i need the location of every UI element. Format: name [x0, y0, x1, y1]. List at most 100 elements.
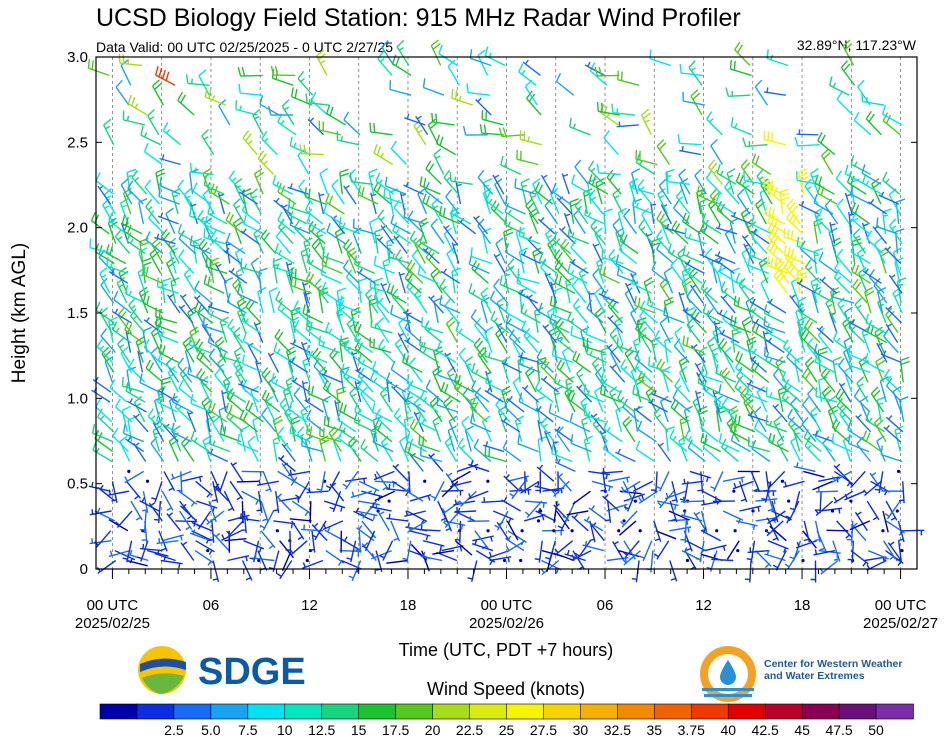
wind-barb — [289, 216, 311, 235]
colorbar-swatch — [838, 703, 877, 720]
wind-barb — [536, 464, 555, 482]
wind-barb — [670, 258, 685, 284]
wind-barb — [102, 198, 115, 225]
wind-barb — [419, 390, 439, 413]
wind-barb — [833, 463, 850, 482]
wind-barb — [207, 302, 230, 314]
wind-barb — [179, 510, 193, 531]
wind-barb — [228, 170, 246, 195]
wind-barb — [723, 346, 736, 373]
wind-barb — [850, 550, 869, 567]
wind-barb — [433, 148, 445, 175]
wind-barb — [665, 426, 675, 452]
wind-barb — [480, 296, 490, 324]
wind-barb — [194, 550, 214, 566]
wind-barb — [504, 243, 525, 265]
wind-barb — [398, 271, 406, 294]
wind-barb — [484, 387, 504, 403]
wind-barb — [166, 257, 177, 284]
colorbar-swatch — [875, 703, 914, 720]
wind-barb — [556, 426, 571, 452]
wind-barb — [232, 198, 246, 225]
wind-barb — [325, 471, 341, 492]
wind-barb — [505, 535, 525, 552]
wind-barb — [371, 549, 392, 560]
colorbar-swatch — [469, 703, 508, 720]
wind-barb — [682, 307, 701, 324]
wind-barb — [490, 310, 509, 334]
wind-barb — [861, 92, 885, 106]
wind-barb — [150, 346, 163, 373]
wind-barb — [699, 250, 720, 265]
wind-barbs — [87, 39, 925, 583]
wind-barb — [147, 109, 160, 136]
wind-barb — [694, 362, 707, 383]
wind-barb — [820, 507, 843, 514]
wind-barb — [343, 185, 357, 205]
wind-barb — [121, 376, 144, 393]
wind-barb — [766, 490, 775, 513]
wind-barb — [551, 182, 571, 205]
colorbar-tick-label: 30 — [573, 722, 589, 738]
wind-barb — [226, 292, 247, 314]
wind-barb — [686, 317, 701, 344]
wind-barb — [720, 438, 739, 463]
wind-barb — [821, 386, 834, 413]
colorbar-title: Wind Speed (knots) — [426, 679, 586, 699]
colorbar-swatch — [543, 703, 582, 720]
wind-barb — [322, 203, 343, 225]
wind-barb — [490, 200, 508, 225]
wind-barb — [138, 197, 148, 225]
y-tick-label: 2.5 — [67, 134, 88, 151]
cw3e-name-line2: and Water Extremes — [764, 670, 865, 682]
wind-barb — [237, 284, 259, 304]
wind-barb — [859, 395, 870, 423]
wind-barb — [572, 490, 591, 505]
wind-barb — [592, 243, 604, 264]
wind-barb — [156, 538, 179, 545]
wind-barb — [534, 181, 554, 205]
wind-barb — [165, 207, 176, 235]
wind-barb — [369, 337, 392, 354]
wind-barb — [733, 295, 756, 314]
wind-barb — [617, 70, 640, 86]
wind-barb — [390, 360, 410, 383]
wind-barb — [95, 301, 115, 324]
wind-barb — [420, 446, 443, 463]
wind-barb — [571, 513, 589, 532]
wind-barb — [235, 100, 258, 116]
wind-barb — [681, 510, 703, 522]
wind-barb — [548, 403, 570, 423]
wind-barb — [651, 389, 672, 403]
wind-barb — [436, 395, 459, 413]
wind-barb — [307, 117, 325, 136]
wind-barb — [656, 210, 674, 235]
wind-barb — [137, 350, 144, 373]
wind-barb — [783, 227, 806, 245]
x-tick-label: 12 — [695, 597, 712, 614]
wind-barb — [409, 418, 428, 443]
wind-barb — [382, 257, 392, 284]
wind-barb — [540, 375, 559, 393]
wind-barb — [836, 248, 852, 274]
wind-barb — [556, 196, 573, 215]
colorbar-tick-label: 35 — [647, 722, 663, 738]
wind-barb — [602, 494, 620, 512]
wind-barb — [470, 309, 488, 334]
wind-barb — [239, 425, 250, 452]
wind-barb — [838, 382, 852, 403]
wind-barb — [593, 287, 606, 314]
wind-barb — [422, 78, 445, 96]
wind-barb — [189, 202, 199, 225]
wind-barb — [303, 237, 313, 264]
wind-barb — [750, 228, 770, 245]
wind-barb — [635, 358, 653, 383]
wind-barb — [600, 467, 623, 474]
wind-barb — [374, 490, 395, 502]
wind-barb — [260, 500, 269, 523]
wind-barb — [571, 174, 592, 195]
wind-barb — [241, 501, 244, 524]
wind-barb — [425, 379, 444, 403]
wind-barb — [594, 66, 620, 77]
wind-barb — [430, 39, 442, 66]
